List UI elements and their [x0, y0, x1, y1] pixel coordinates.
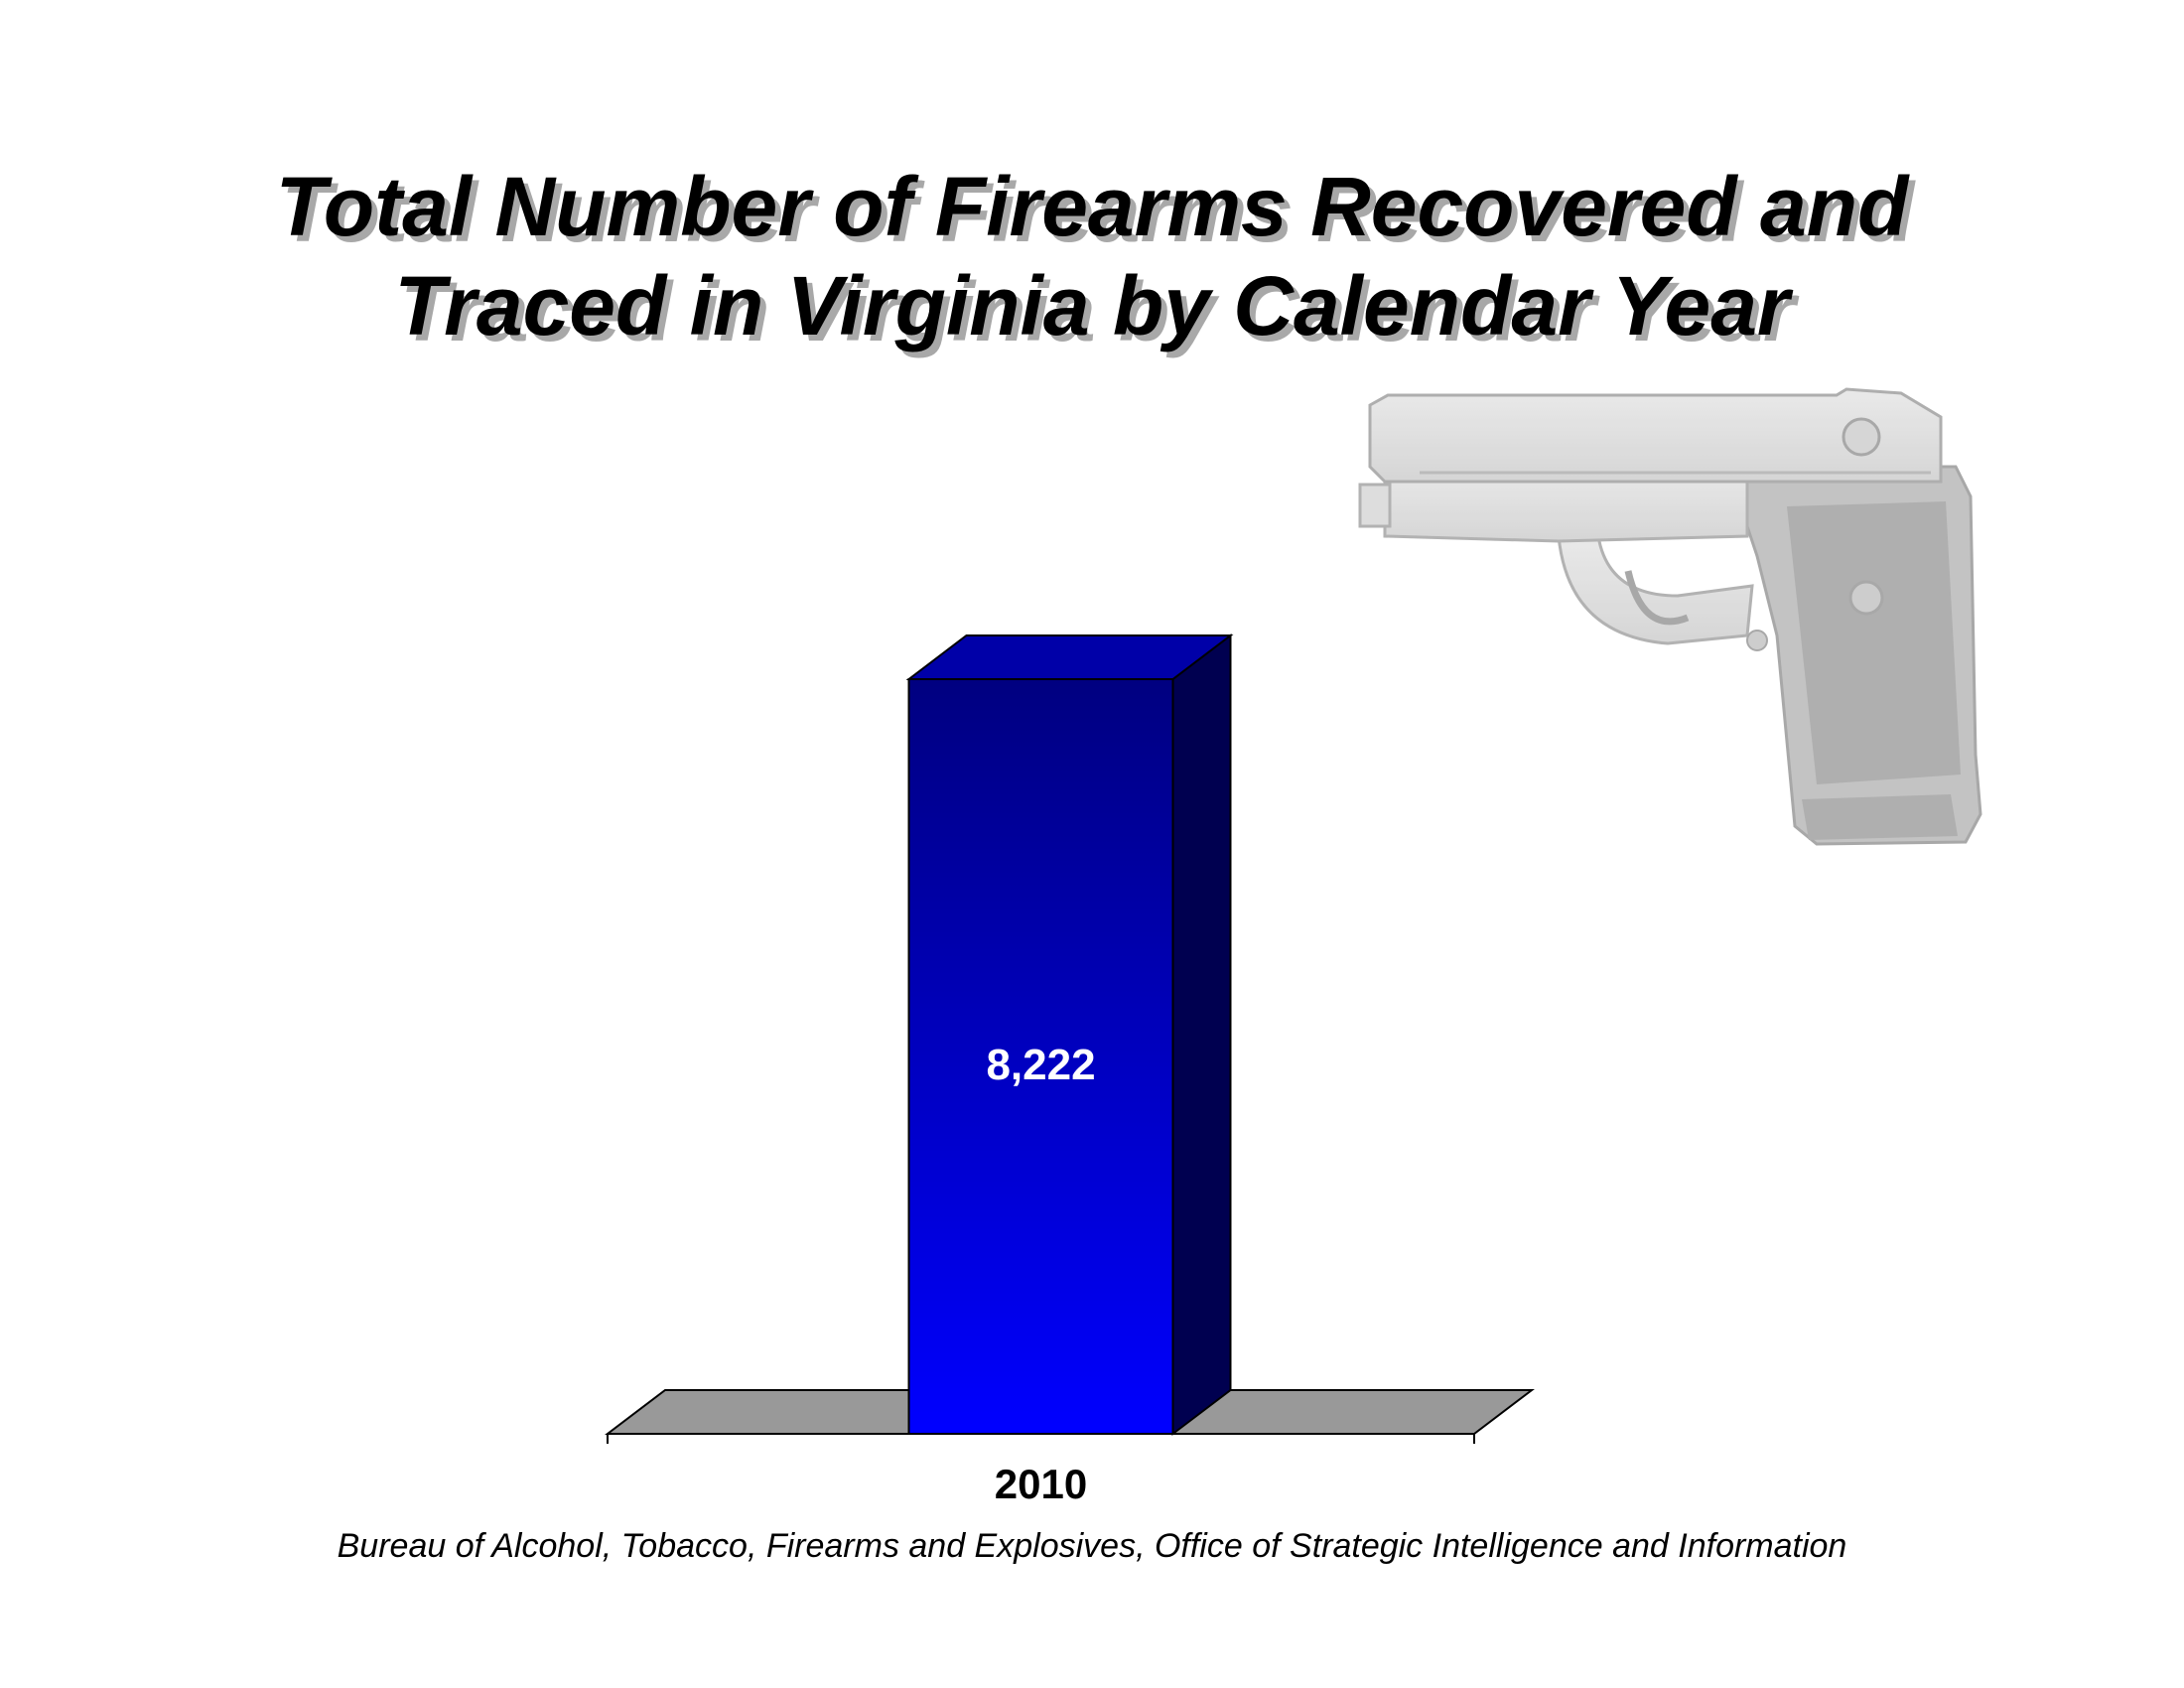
- bar-value-label: 8,222: [986, 1041, 1095, 1089]
- x-tick-label: 2010: [995, 1461, 1087, 1507]
- chart-title: Total Number of Firearms Recovered and T…: [0, 157, 2184, 355]
- pistol-icon: [1358, 387, 1982, 846]
- chart-title-line-2: Traced in Virginia by Calendar Year: [394, 259, 1790, 352]
- chart-title-line-1: Total Number of Firearms Recovered and: [275, 160, 1909, 253]
- bar-top: [905, 634, 1234, 680]
- source-note: Bureau of Alcohol, Tobacco, Firearms and…: [337, 1527, 1847, 1565]
- bar: [907, 678, 1174, 1435]
- bar-side: [1171, 633, 1232, 1437]
